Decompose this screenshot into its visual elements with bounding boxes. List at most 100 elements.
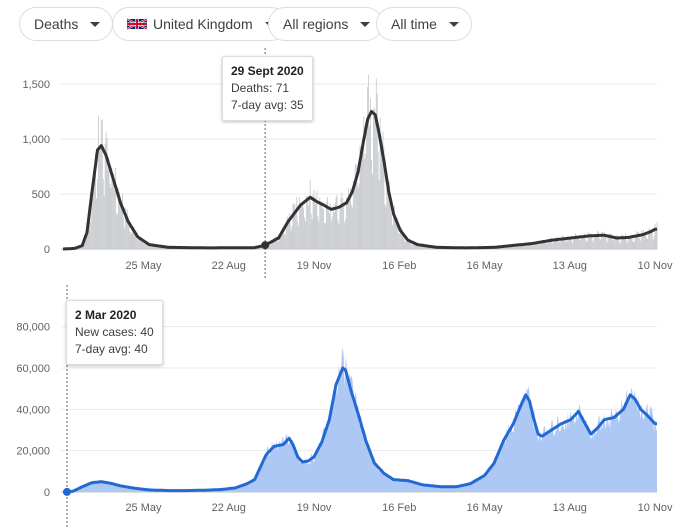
deaths-bar (652, 239, 654, 249)
deaths-chart[interactable]: 0 500 1,000 1,500 25 May 22 Aug 19 Nov 16 Feb 16… (0, 48, 680, 280)
deaths-bar (108, 158, 110, 249)
deaths-bar (363, 116, 365, 249)
deaths-bar (364, 158, 366, 249)
deaths-bar (632, 241, 634, 249)
deaths-bar (580, 237, 582, 249)
cases-tooltip: 2 Mar 2020 New cases: 40 7-day avg: 40 (66, 300, 163, 365)
deaths-bar (156, 246, 158, 249)
deaths-bar (381, 154, 383, 249)
deaths-bar (431, 247, 433, 249)
deaths-bar (552, 242, 553, 249)
deaths-bar (525, 245, 527, 249)
deaths-bar (620, 243, 622, 249)
deaths-bar (599, 238, 600, 249)
deaths-chart-svg[interactable]: 0 500 1,000 1,500 25 May 22 Aug 19 Nov 16 Feb 16… (0, 48, 680, 280)
deaths-bar (550, 237, 552, 249)
deaths-bar (600, 239, 601, 249)
deaths-bar (584, 234, 586, 249)
deaths-bar (637, 231, 639, 249)
chevron-down-icon (360, 21, 371, 27)
deaths-bar (651, 231, 653, 249)
deaths-bar (649, 232, 651, 249)
deaths-bar (136, 238, 138, 249)
deaths-bar (594, 234, 596, 249)
deaths-bar (532, 245, 533, 249)
deaths-bar (543, 241, 545, 249)
deaths-bar (331, 216, 333, 249)
deaths-bar (300, 206, 302, 249)
deaths-bar (647, 238, 648, 249)
deaths-bar (413, 240, 415, 249)
deaths-bar (99, 147, 101, 249)
deaths-bar (623, 235, 624, 249)
deaths-bar (348, 188, 349, 249)
deaths-bar (535, 243, 537, 249)
cases-hover-point (63, 487, 71, 496)
deaths-bar (322, 207, 324, 249)
deaths-bar (398, 233, 400, 249)
deaths-bar (117, 214, 119, 249)
deaths-bar (362, 152, 364, 249)
deaths-bar (597, 230, 599, 249)
deaths-bar (346, 197, 347, 249)
deaths-bar (333, 212, 335, 249)
deaths-hover-point (261, 241, 270, 250)
deaths-bar (274, 237, 276, 249)
deaths-bar (554, 239, 555, 249)
deaths-bar (389, 182, 391, 249)
deaths-bar (285, 225, 287, 249)
deaths-bar (289, 219, 291, 249)
deaths-bar (327, 196, 328, 249)
deaths-bar (654, 223, 656, 249)
deaths-bar (358, 183, 360, 249)
deaths-bar (269, 242, 271, 249)
deaths-bar (307, 205, 309, 249)
deaths-bar (527, 242, 529, 249)
deaths-bar (374, 118, 376, 249)
cases-ytick-label: 80,000 (16, 322, 50, 334)
deaths-bar (356, 181, 358, 249)
deaths-bar (512, 247, 514, 249)
deaths-bar (610, 233, 612, 249)
deaths-bar (396, 217, 398, 249)
deaths-bar (121, 205, 122, 249)
deaths-bar (110, 187, 112, 249)
deaths-bar (570, 238, 572, 249)
deaths-bar (576, 236, 577, 249)
deaths-bar (406, 238, 408, 249)
metric-dropdown[interactable]: Deaths (19, 7, 114, 41)
deaths-bar (644, 235, 645, 249)
deaths-bar (555, 237, 556, 249)
deaths-bar (119, 192, 120, 249)
deaths-bar (533, 245, 534, 249)
deaths-bar (281, 231, 282, 249)
deaths-bar (391, 214, 393, 249)
deaths-bar (606, 242, 608, 249)
deaths-bar (372, 174, 373, 249)
deaths-bar (281, 227, 283, 249)
deaths-bar (578, 239, 580, 249)
cases-chart-svg[interactable]: 0 20,000 40,000 60,000 80,000 25 May 22 Aug 19 … (0, 285, 680, 527)
deaths-bar (564, 238, 566, 249)
deaths-bar (633, 242, 635, 249)
deaths-bar (559, 241, 561, 249)
deaths-bar (556, 236, 558, 249)
cases-chart[interactable]: 0 20,000 40,000 60,000 80,000 25 May 22 Aug 19 … (0, 285, 680, 527)
country-dropdown[interactable]: United Kingdom (112, 7, 288, 41)
region-dropdown[interactable]: All regions (268, 7, 384, 41)
deaths-bar (134, 231, 136, 249)
deaths-bar (342, 198, 344, 249)
deaths-bar (416, 242, 417, 249)
deaths-bar (614, 238, 616, 249)
deaths-bar (120, 197, 121, 249)
deaths-bar (526, 246, 528, 249)
deaths-bar (621, 234, 622, 249)
deaths-bar (317, 216, 319, 249)
deaths-bar (325, 223, 326, 249)
deaths-bar (133, 226, 135, 249)
deaths-bar (368, 74, 370, 249)
time-range-dropdown[interactable]: All time (376, 7, 472, 41)
deaths-bar (100, 120, 102, 249)
deaths-bar (547, 239, 549, 249)
deaths-bar (558, 241, 560, 249)
